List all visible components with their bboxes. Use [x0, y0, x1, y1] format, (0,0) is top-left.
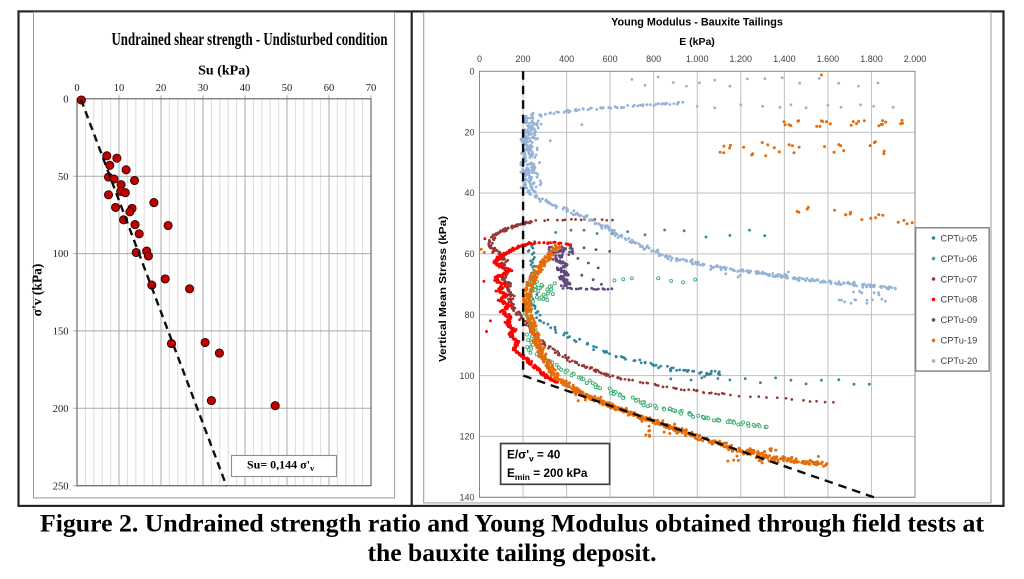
- svg-text:20: 20: [464, 127, 474, 137]
- svg-text:CPTu-06: CPTu-06: [941, 254, 978, 264]
- svg-text:CPTu-19: CPTu-19: [941, 336, 978, 346]
- svg-text:Su= 0,144 σ'v: Su= 0,144 σ'v: [247, 458, 315, 474]
- svg-text:1.800: 1.800: [860, 54, 883, 64]
- svg-text:20: 20: [156, 83, 167, 94]
- svg-text:140: 140: [459, 493, 474, 503]
- svg-text:CPTu-05: CPTu-05: [941, 233, 978, 243]
- svg-text:100: 100: [53, 249, 69, 260]
- svg-text:150: 150: [53, 327, 69, 338]
- svg-text:60: 60: [464, 249, 474, 259]
- svg-text:800: 800: [646, 54, 661, 64]
- svg-text:E/σ'v = 40: E/σ'v = 40: [507, 448, 561, 464]
- svg-text:70: 70: [366, 83, 377, 94]
- svg-text:400: 400: [559, 54, 574, 64]
- svg-text:Vertical Mean Stress (kPa): Vertical Mean Stress (kPa): [437, 216, 449, 362]
- svg-text:Young Modulus - Bauxite Tailin: Young Modulus - Bauxite Tailings: [611, 17, 783, 29]
- svg-text:0: 0: [74, 83, 79, 94]
- svg-text:0: 0: [477, 54, 482, 64]
- svg-text:CPTu-20: CPTu-20: [941, 356, 978, 366]
- svg-text:1.600: 1.600: [817, 54, 840, 64]
- svg-text:40: 40: [464, 188, 474, 198]
- svg-text:250: 250: [53, 481, 69, 492]
- svg-text:the bauxite tailing deposit.: the bauxite tailing deposit.: [368, 538, 657, 567]
- svg-text:CPTu-07: CPTu-07: [941, 274, 978, 284]
- svg-text:1.400: 1.400: [773, 54, 796, 64]
- svg-text:2.000: 2.000: [904, 54, 927, 64]
- svg-text:50: 50: [58, 172, 69, 183]
- svg-text:0: 0: [469, 67, 474, 77]
- svg-text:CPTu-09: CPTu-09: [941, 315, 978, 325]
- svg-text:10: 10: [114, 83, 125, 94]
- svg-text:50: 50: [282, 83, 293, 94]
- svg-text:1.000: 1.000: [686, 54, 709, 64]
- svg-text:200: 200: [53, 404, 69, 415]
- svg-text:Undrained shear strength - Und: Undrained shear strength - Undisturbed c…: [112, 29, 388, 49]
- svg-text:60: 60: [324, 83, 335, 94]
- svg-text:Su (kPa): Su (kPa): [198, 64, 250, 79]
- svg-text:1.200: 1.200: [730, 54, 753, 64]
- svg-text:E (kPa): E (kPa): [679, 36, 715, 48]
- svg-text:600: 600: [603, 54, 618, 64]
- svg-text:σ'v (kPa): σ'v (kPa): [30, 264, 45, 317]
- svg-text:200: 200: [515, 54, 530, 64]
- svg-text:CPTu-08: CPTu-08: [941, 295, 978, 305]
- svg-text:30: 30: [198, 83, 209, 94]
- svg-text:Figure 2. Undrained strength r: Figure 2. Undrained strength ratio and Y…: [40, 509, 985, 538]
- svg-text:100: 100: [459, 371, 474, 381]
- svg-text:40: 40: [240, 83, 251, 94]
- svg-text:0: 0: [63, 94, 68, 105]
- svg-text:120: 120: [459, 432, 474, 442]
- svg-text:80: 80: [464, 310, 474, 320]
